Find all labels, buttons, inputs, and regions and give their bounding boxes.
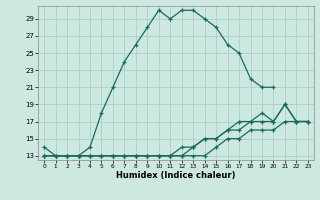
X-axis label: Humidex (Indice chaleur): Humidex (Indice chaleur) [116,171,236,180]
